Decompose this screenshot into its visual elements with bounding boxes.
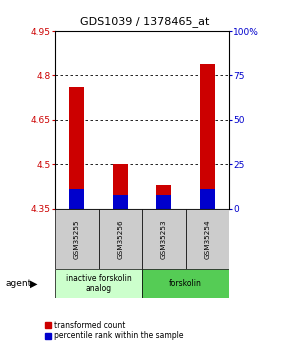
Text: inactive forskolin
analog: inactive forskolin analog [66, 274, 131, 294]
Text: GDS1039 / 1378465_at: GDS1039 / 1378465_at [80, 17, 210, 28]
Bar [55, 209, 99, 269]
Bar [142, 269, 229, 298]
Bar [142, 209, 186, 269]
Bar [186, 209, 229, 269]
Bar [156, 185, 171, 209]
Text: GSM35254: GSM35254 [204, 219, 210, 259]
Bar [113, 164, 128, 209]
Text: forskolin: forskolin [169, 279, 202, 288]
Bar [200, 63, 215, 209]
Text: agent: agent [6, 279, 32, 288]
Bar [55, 269, 142, 298]
Text: ▶: ▶ [30, 279, 38, 288]
Text: GSM35255: GSM35255 [74, 219, 80, 259]
Bar [200, 189, 215, 209]
Text: GSM35253: GSM35253 [161, 219, 167, 259]
Bar [69, 189, 84, 209]
Bar [69, 87, 84, 209]
Text: GSM35256: GSM35256 [117, 219, 123, 259]
Legend: transformed count, percentile rank within the sample: transformed count, percentile rank withi… [44, 320, 185, 341]
Bar [99, 209, 142, 269]
Bar [156, 195, 171, 209]
Bar [113, 195, 128, 209]
